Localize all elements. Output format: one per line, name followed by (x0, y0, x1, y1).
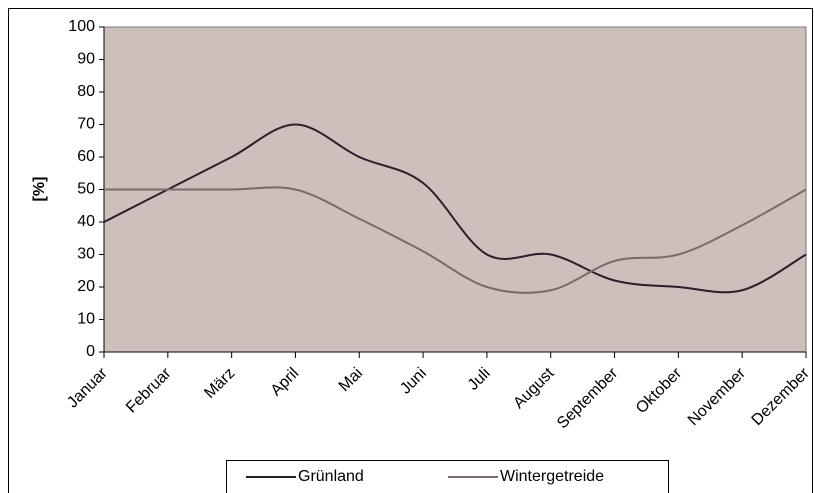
x-tick-label: Mai (336, 365, 366, 395)
x-tick-label: Januar (64, 364, 111, 411)
x-tick-label: April (268, 365, 303, 400)
y-tick-label: 90 (77, 51, 95, 68)
x-tick-label: Oktober (633, 364, 686, 417)
series-line (103, 186, 807, 294)
x-tick-label: November (685, 364, 750, 429)
y-axis-label: [%] (31, 177, 48, 202)
y-tick-label: 0 (86, 343, 95, 360)
y-tick-label: 20 (77, 278, 95, 295)
y-tick-label: 50 (77, 181, 95, 198)
x-tick-label: März (201, 365, 238, 402)
x-tick-label: Juli (465, 365, 494, 394)
legend-label: Wintergetreide (500, 468, 604, 485)
x-tick-label: Dezember (749, 364, 814, 429)
x-tick-label: September (554, 364, 622, 432)
y-tick-label: 80 (77, 83, 95, 100)
series-line (103, 123, 807, 294)
x-tick-label: Juni (397, 365, 430, 398)
y-tick-label: 10 (77, 311, 95, 328)
y-tick-label: 40 (77, 213, 95, 230)
y-tick-label: 70 (77, 116, 95, 133)
legend (226, 460, 669, 493)
legend-label: Grünland (298, 468, 364, 485)
chart-frame (8, 8, 813, 493)
y-tick-label: 60 (77, 148, 95, 165)
y-tick-label: 30 (77, 246, 95, 263)
x-tick-label: Februar (123, 364, 175, 416)
y-tick-label: 100 (68, 18, 95, 35)
x-tick-label: August (510, 364, 558, 412)
